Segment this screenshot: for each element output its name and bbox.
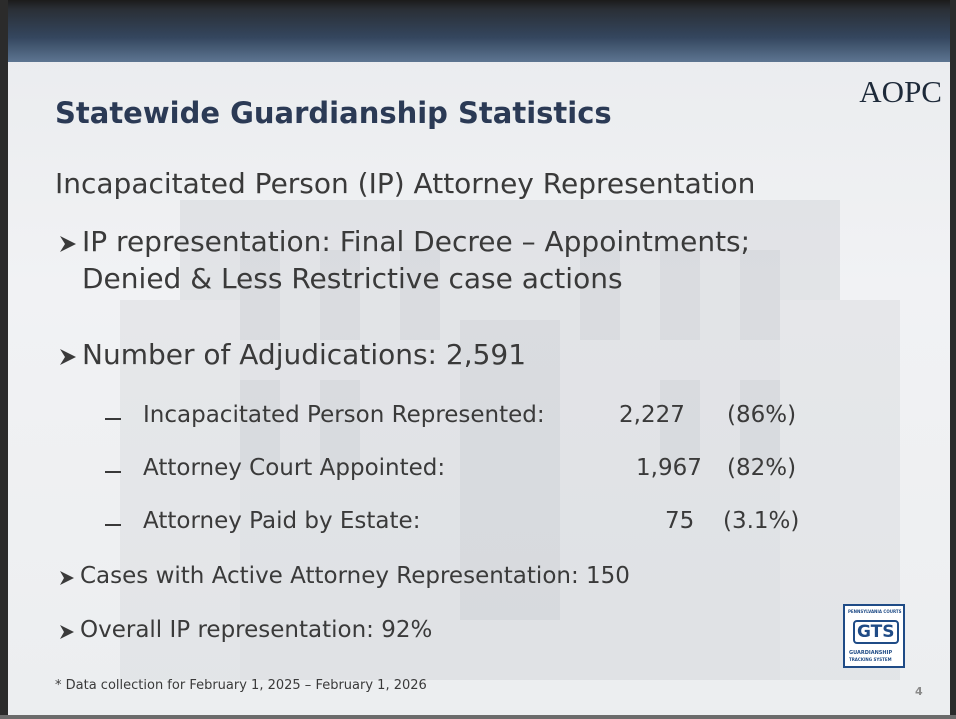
top-bar [0, 0, 956, 62]
bullet-text: Cases with Active Attorney Representatio… [80, 563, 630, 589]
sub-dash [105, 471, 121, 473]
bullet-arrow [60, 571, 74, 585]
sub-percent: (82%) [727, 455, 797, 481]
title: Statewide Guardianship Statistics [55, 96, 612, 130]
logo: AOPC [859, 74, 942, 109]
sub-percent: (3.1%) [723, 508, 800, 534]
badge-mark: GTS [853, 620, 899, 644]
badge-top: PENNSYLVANIA COURTS [848, 609, 902, 614]
sub-dash [105, 524, 121, 526]
sub-value: 1,967 [636, 455, 702, 481]
frame-right [950, 0, 956, 719]
page-number: 4 [915, 685, 923, 698]
background-building [120, 200, 900, 680]
badge-bottom: TRACKING SYSTEM [849, 657, 892, 662]
sub-label: Attorney Paid by Estate: [143, 508, 421, 534]
sub-value: 75 [665, 508, 695, 534]
subtitle: Incapacitated Person (IP) Attorney Repre… [55, 167, 756, 200]
footnote: * Data collection for February 1, 2025 –… [55, 678, 427, 693]
bullet-arrow [60, 349, 76, 365]
frame-left [0, 0, 8, 719]
bullet-text: Denied & Less Restrictive case actions [82, 262, 623, 295]
badge-bottom: GUARDIANSHIP [849, 650, 893, 656]
bullet-arrow [60, 236, 76, 252]
sub-value: 2,227 [619, 402, 685, 428]
bullet-text: Overall IP representation: 92% [80, 617, 433, 643]
sub-label: Attorney Court Appointed: [143, 455, 446, 481]
gts-badge: PENNSYLVANIA COURTS GTS GUARDIANSHIP TRA… [843, 604, 905, 668]
frame-bottom [0, 715, 956, 719]
sub-dash [105, 418, 121, 420]
bullet-text: Number of Adjudications: 2,591 [82, 338, 527, 371]
sub-label: Incapacitated Person Represented: [143, 402, 545, 428]
sub-percent: (86%) [727, 402, 797, 428]
bullet-text: IP representation: Final Decree – Appoin… [82, 225, 751, 258]
bullet-arrow [60, 625, 74, 639]
